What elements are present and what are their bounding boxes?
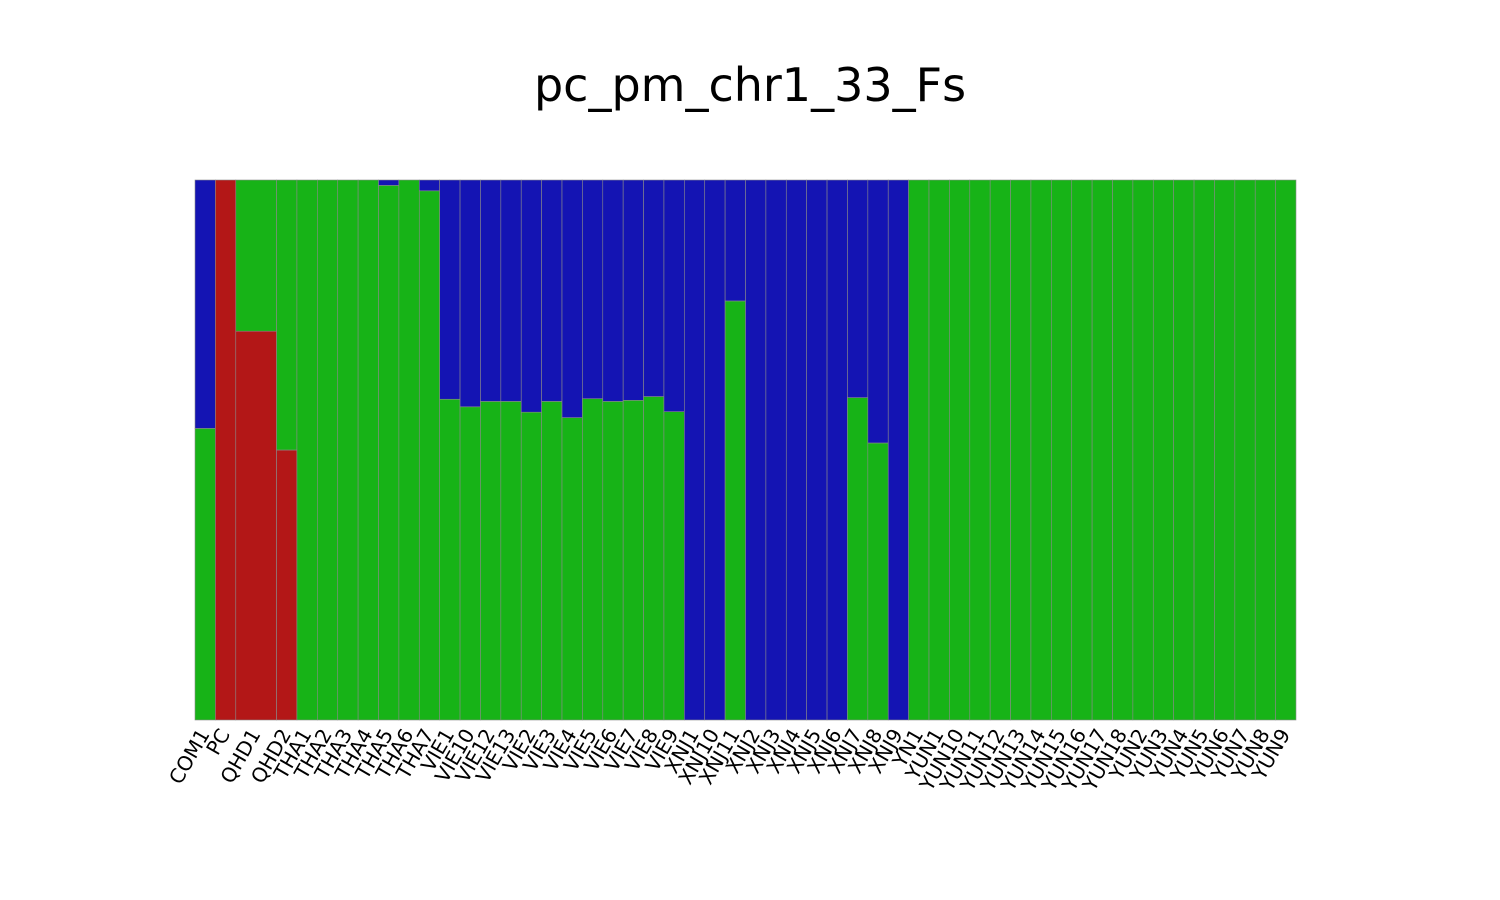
bar-segment-tha4-1 bbox=[357, 179, 379, 721]
bar-segment-yun15-1 bbox=[1051, 179, 1073, 721]
bar-segment-xnj4-2 bbox=[785, 179, 807, 721]
bar-segment-yun6-1 bbox=[1214, 179, 1236, 721]
bar-segment-vie8-2 bbox=[643, 179, 665, 397]
bar-segment-xnj7-2 bbox=[847, 179, 869, 398]
bar-segment-tha5-2 bbox=[378, 179, 400, 186]
bar-segment-xnj8-1 bbox=[867, 442, 889, 721]
x-tick-label: COM1 bbox=[164, 725, 215, 789]
bar-segment-xnj5-2 bbox=[806, 179, 828, 721]
bar-segment-yun12-1 bbox=[989, 179, 1011, 721]
bar-segment-tha5-1 bbox=[378, 185, 400, 721]
bar-segment-xnj8-2 bbox=[867, 179, 889, 444]
bars-group bbox=[194, 179, 1297, 721]
bar-segment-yun7-1 bbox=[1234, 179, 1256, 721]
bar-segment-xnj11-2 bbox=[724, 179, 746, 302]
bar-segment-pc-0 bbox=[215, 179, 237, 721]
bar-segment-qhd2-0 bbox=[276, 449, 298, 721]
bar-segment-vie3-1 bbox=[541, 401, 563, 721]
bar-segment-qhd1-1 bbox=[235, 179, 277, 332]
bar-segment-vie6-1 bbox=[602, 401, 624, 721]
bar-segment-xnj11-1 bbox=[724, 300, 746, 721]
bar-segment-vie7-1 bbox=[622, 400, 644, 721]
bar-segment-vie10-2 bbox=[459, 179, 481, 408]
bar-segment-yun14-1 bbox=[1030, 179, 1052, 721]
bar-segment-com1-2 bbox=[194, 179, 216, 429]
bar-segment-vie10-1 bbox=[459, 406, 481, 721]
bar-segment-yun10-1 bbox=[949, 179, 971, 721]
bar-segment-xnj2-2 bbox=[745, 179, 767, 721]
bar-segment-vie5-2 bbox=[582, 179, 604, 399]
bar-segment-xnj10-2 bbox=[704, 179, 726, 721]
bar-segment-vie12-2 bbox=[480, 179, 502, 402]
bar-segment-yn1-1 bbox=[908, 179, 930, 721]
bar-segment-xnj3-2 bbox=[765, 179, 787, 721]
bar-segment-vie13-1 bbox=[500, 401, 522, 721]
bar-segment-xnj7-1 bbox=[847, 397, 869, 721]
bar-segment-vie2-2 bbox=[520, 179, 542, 413]
bar-segment-tha7-1 bbox=[418, 190, 440, 721]
bar-segment-vie8-1 bbox=[643, 396, 665, 721]
bar-segment-vie4-1 bbox=[561, 417, 583, 721]
bar-segment-vie9-1 bbox=[663, 411, 685, 721]
bar-segment-yun5-1 bbox=[1193, 179, 1215, 721]
bar-segment-yun17-1 bbox=[1091, 179, 1113, 721]
bar-segment-vie1-2 bbox=[439, 179, 461, 400]
bar-segment-yun1-1 bbox=[928, 179, 950, 721]
bar-segment-yun4-1 bbox=[1173, 179, 1195, 721]
chart-title: pc_pm_chr1_33_Fs bbox=[533, 58, 967, 112]
bar-segment-tha1-1 bbox=[296, 179, 318, 721]
bar-segment-vie13-2 bbox=[500, 179, 522, 402]
bar-segment-tha3-1 bbox=[337, 179, 359, 721]
bar-segment-qhd2-1 bbox=[276, 179, 298, 451]
bar-segment-qhd1-0 bbox=[235, 330, 277, 721]
bar-segment-vie9-2 bbox=[663, 179, 685, 412]
bar-segment-vie1-1 bbox=[439, 398, 461, 721]
bar-segment-xnj6-2 bbox=[826, 179, 848, 721]
bar-segment-yun13-1 bbox=[1010, 179, 1032, 721]
bar-segment-vie3-2 bbox=[541, 179, 563, 402]
bar-segment-yun2-1 bbox=[1132, 179, 1154, 721]
bar-segment-com1-1 bbox=[194, 428, 216, 721]
bar-segment-yun9-1 bbox=[1275, 179, 1297, 721]
bar-segment-vie2-1 bbox=[520, 411, 542, 721]
bar-segment-yun8-1 bbox=[1254, 179, 1276, 721]
x-tick-labels: COM1PCQHD1QHD2THA1THA2THA3THA4THA5THA6TH… bbox=[164, 725, 1295, 796]
bar-segment-vie5-1 bbox=[582, 398, 604, 721]
bar-segment-tha7-2 bbox=[418, 179, 440, 192]
bar-segment-tha2-1 bbox=[317, 179, 339, 721]
bar-segment-xnj9-2 bbox=[887, 179, 909, 721]
bar-segment-vie4-2 bbox=[561, 179, 583, 418]
bar-segment-vie12-1 bbox=[480, 401, 502, 721]
bar-segment-yun18-1 bbox=[1112, 179, 1134, 721]
bar-segment-tha6-1 bbox=[398, 179, 420, 721]
bar-segment-vie6-2 bbox=[602, 179, 624, 402]
bar-segment-yun3-1 bbox=[1152, 179, 1174, 721]
bar-segment-vie7-2 bbox=[622, 179, 644, 401]
bar-segment-yun11-1 bbox=[969, 179, 991, 721]
bar-segment-yun16-1 bbox=[1071, 179, 1093, 721]
bar-segment-xnj1-2 bbox=[684, 179, 706, 721]
